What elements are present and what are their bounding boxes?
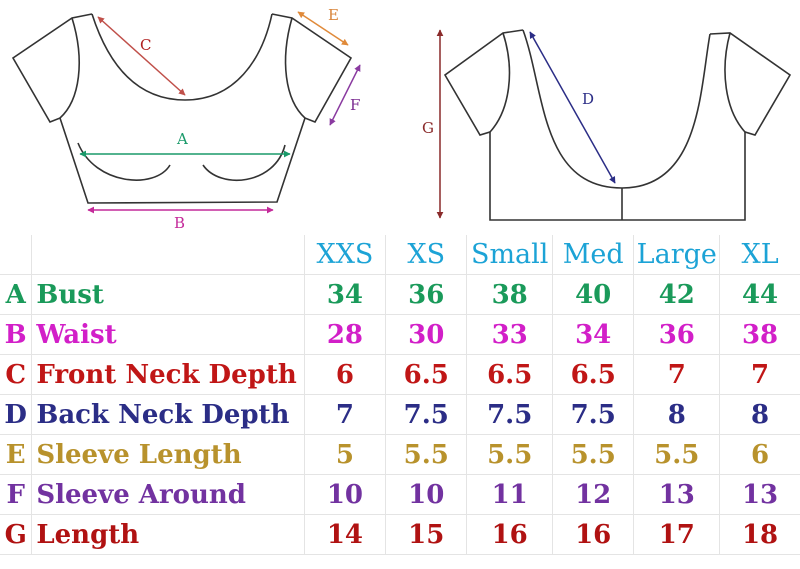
table-cell: 36 — [385, 274, 468, 315]
table-cell: 17 — [633, 514, 721, 555]
table-cell: 5.5 — [551, 434, 635, 475]
table-row: C Front Neck Depth 6 6.5 6.5 6.5 7 7 — [0, 354, 800, 395]
table-cell: 33 — [466, 314, 553, 355]
table-cell: 36 — [633, 314, 721, 355]
table-row: D Back Neck Depth 7 7.5 7.5 7.5 8 8 — [0, 394, 800, 435]
table-cell: 11 — [466, 474, 553, 515]
table-cell: 34 — [303, 274, 387, 315]
table-cell: 7.5 — [551, 394, 635, 435]
row-label: Waist — [31, 314, 305, 355]
arrow-d — [529, 31, 616, 184]
table-cell: 6 — [303, 354, 387, 395]
table-header-row: XXS XS Small Med Large XL — [0, 235, 800, 275]
table-cell: 7 — [303, 394, 387, 435]
row-label: Sleeve Length — [31, 434, 305, 475]
table-cell: 16 — [466, 514, 553, 555]
row-label: Front Neck Depth — [31, 354, 305, 395]
table-cell: 13 — [719, 474, 800, 515]
table-cell: 7.5 — [385, 394, 468, 435]
table-cell: 38 — [719, 314, 800, 355]
table-cell: 8 — [719, 394, 800, 435]
table-row: E Sleeve Length 5 5.5 5.5 5.5 5.5 6 — [0, 434, 800, 475]
table-cell: 5.5 — [466, 434, 553, 475]
table-row: F Sleeve Around 10 10 11 12 13 13 — [0, 474, 800, 515]
size-header: XS — [385, 235, 468, 275]
size-header: XXS — [303, 235, 387, 275]
arrow-f — [329, 64, 361, 126]
size-header: Med — [551, 235, 635, 275]
row-letter: C — [0, 354, 33, 395]
arrow-c — [97, 16, 186, 96]
table-cell: 5.5 — [633, 434, 721, 475]
size-header: Large — [633, 235, 721, 275]
table-cell: 34 — [551, 314, 635, 355]
blouse-diagram: C E F A B D G — [11, 6, 792, 232]
table-cell: 16 — [551, 514, 635, 555]
table-cell: 44 — [719, 274, 800, 315]
table-cell: 42 — [633, 274, 721, 315]
row-letter: B — [0, 314, 33, 355]
table-cell: 18 — [719, 514, 800, 555]
size-header: Small — [466, 235, 553, 275]
label-a: A — [176, 130, 188, 148]
table-cell: 30 — [385, 314, 468, 355]
label-b: B — [174, 214, 185, 232]
table-cell: 6.5 — [551, 354, 635, 395]
arrow-e — [297, 11, 349, 46]
table-cell: 15 — [385, 514, 468, 555]
table-cell: 7 — [633, 354, 721, 395]
row-label: Length — [31, 514, 305, 555]
table-cell: 5 — [303, 434, 387, 475]
table-cell: 28 — [303, 314, 387, 355]
table-cell: 38 — [466, 274, 553, 315]
table-cell: 6.5 — [385, 354, 468, 395]
table-cell: 6.5 — [466, 354, 553, 395]
table-row: A Bust 34 36 38 40 42 44 — [0, 274, 800, 315]
row-label: Sleeve Around — [31, 474, 305, 515]
front-blouse-outline — [11, 13, 353, 204]
table-cell: 10 — [385, 474, 468, 515]
label-e: E — [328, 6, 339, 24]
table-cell: 5.5 — [385, 434, 468, 475]
row-letter: D — [0, 394, 33, 435]
row-letter: E — [0, 434, 33, 475]
table-cell: 7 — [719, 354, 800, 395]
row-letter: F — [0, 474, 33, 515]
label-c: C — [140, 36, 151, 54]
back-blouse-outline — [443, 29, 792, 221]
size-chart-table: XXS XS Small Med Large XL A Bust 34 36 38 40 4… — [0, 235, 800, 555]
table-cell: 14 — [303, 514, 387, 555]
row-letter: G — [0, 514, 33, 555]
label-g: G — [422, 119, 434, 137]
table-cell: 40 — [551, 274, 635, 315]
table-cell: 12 — [551, 474, 635, 515]
size-header: XL — [719, 235, 800, 275]
table-cell: 8 — [633, 394, 721, 435]
table-row: B Waist 28 30 33 34 36 38 — [0, 314, 800, 355]
row-label: Back Neck Depth — [31, 394, 305, 435]
table-cell: 6 — [719, 434, 800, 475]
table-cell: 7.5 — [466, 394, 553, 435]
label-f: F — [350, 96, 360, 114]
table-cell: 13 — [633, 474, 721, 515]
row-label: Bust — [31, 274, 305, 315]
row-letter: A — [0, 274, 33, 315]
table-cell: 10 — [303, 474, 387, 515]
label-d: D — [582, 90, 594, 108]
table-row: G Length 14 15 16 16 17 18 — [0, 514, 800, 555]
